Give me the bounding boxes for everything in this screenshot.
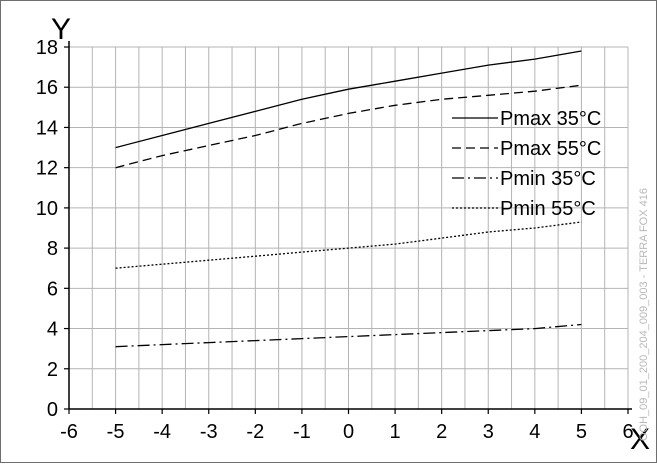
y-tick-label: 8 <box>47 238 58 260</box>
x-tick-label: 4 <box>529 421 540 443</box>
series-line <box>115 84 582 169</box>
y-tick-label: 2 <box>47 359 58 381</box>
legend: Pmax 35°C Pmax 55°C Pmin 35°C Pmin 55°C <box>452 108 601 220</box>
series-line <box>115 323 582 348</box>
x-tick-label: -4 <box>153 421 171 443</box>
y-tick-label: 4 <box>47 319 58 341</box>
y-tick-label: 14 <box>36 117 58 139</box>
watermark-text: OOH_09_01_200_204_009_003 - TERRA FOX 41… <box>638 188 650 441</box>
y-tick-label: 0 <box>47 399 58 421</box>
legend-label: Pmax 55°C <box>500 138 601 160</box>
x-tick-label: -1 <box>293 421 311 443</box>
x-axis-label: X <box>630 423 650 456</box>
y-tick-label: 16 <box>36 77 58 99</box>
x-tick-label: 2 <box>436 421 447 443</box>
y-tick-label: 18 <box>36 37 58 59</box>
y-tick-label: 12 <box>36 158 58 180</box>
grid <box>68 46 629 410</box>
legend-label: Pmax 35°C <box>500 108 601 130</box>
x-tick-label: -5 <box>107 421 125 443</box>
x-tick-label: 5 <box>576 421 587 443</box>
y-tick-label: 6 <box>47 278 58 300</box>
series-line <box>115 50 582 149</box>
series-line <box>115 221 582 269</box>
y-axis-label: Y <box>51 13 71 46</box>
x-tick-label: 0 <box>343 421 354 443</box>
x-tick-label: 3 <box>483 421 494 443</box>
x-tick-label: 1 <box>390 421 401 443</box>
y-tick-label: 10 <box>36 198 58 220</box>
legend-label: Pmin 55°C <box>500 198 596 220</box>
x-tick-label: -3 <box>200 421 218 443</box>
legend-label: Pmin 35°C <box>500 168 596 190</box>
x-tick-label: -6 <box>60 421 78 443</box>
x-tick-label: -2 <box>246 421 264 443</box>
x-tick-label: 6 <box>622 421 633 443</box>
